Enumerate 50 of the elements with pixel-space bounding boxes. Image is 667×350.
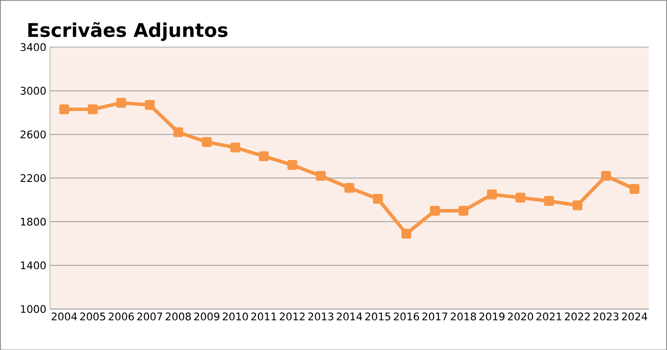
point xyxy=(544,196,554,206)
x-tick-label: 2013 xyxy=(308,312,334,320)
y-tick-label: 1400 xyxy=(20,261,46,270)
x-tick-label: 2004 xyxy=(52,312,77,320)
y-tick-label: 1800 xyxy=(20,218,46,226)
point xyxy=(372,194,383,204)
point xyxy=(173,127,184,137)
x-tick-label: 2020 xyxy=(508,312,534,320)
point xyxy=(487,189,497,200)
x-tick-label: 2014 xyxy=(336,312,362,320)
x-tick-label: 2018 xyxy=(450,312,476,320)
point xyxy=(59,104,70,114)
x-tick-label: 2023 xyxy=(593,312,618,320)
x-tick-label: 2022 xyxy=(564,312,590,320)
x-tick-label: 2009 xyxy=(194,312,220,320)
point xyxy=(572,200,582,210)
x-tick-label: 2008 xyxy=(166,312,191,320)
point xyxy=(230,142,240,152)
y-tick-label: 3400 xyxy=(20,42,46,51)
x-tick-label: 2019 xyxy=(479,312,504,320)
point xyxy=(287,160,298,170)
y-tick-label: 3000 xyxy=(20,86,46,94)
point xyxy=(88,104,98,114)
point xyxy=(401,228,412,238)
point xyxy=(316,170,326,181)
y-tick-label: 2200 xyxy=(20,174,46,182)
x-tick-label: 2010 xyxy=(222,312,248,320)
point xyxy=(144,100,155,110)
x-tick-label: 2007 xyxy=(137,312,162,320)
x-tick-label: 2006 xyxy=(108,312,134,320)
point xyxy=(202,136,212,147)
x-tick-label: 2016 xyxy=(394,312,419,320)
x-tick-label: 2021 xyxy=(536,312,562,320)
point xyxy=(516,192,526,202)
point xyxy=(344,182,354,193)
y-tick-label: 1000 xyxy=(20,304,46,313)
point xyxy=(258,151,269,161)
point xyxy=(430,206,440,216)
point xyxy=(630,184,640,194)
x-tick-label: 2017 xyxy=(422,312,448,320)
point xyxy=(458,206,468,216)
point xyxy=(601,170,611,181)
y-tick-label: 2600 xyxy=(20,130,46,138)
x-tick-label: 2005 xyxy=(80,312,106,320)
point xyxy=(116,98,126,108)
chart-title: Escrivães Adjuntos xyxy=(28,22,228,41)
x-tick-label: 2015 xyxy=(365,312,390,320)
x-tick-label: 2024 xyxy=(622,312,648,320)
x-tick-label: 2012 xyxy=(280,312,305,320)
x-tick-label: 2011 xyxy=(251,312,276,320)
